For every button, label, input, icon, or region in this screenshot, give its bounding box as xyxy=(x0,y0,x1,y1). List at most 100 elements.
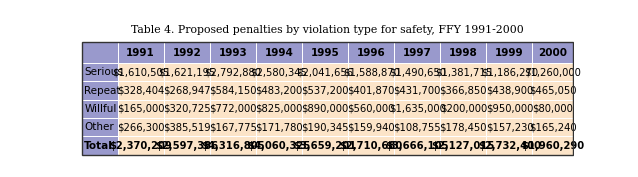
Text: $200,000: $200,000 xyxy=(440,104,487,114)
Bar xyxy=(533,100,573,118)
Text: $465,050: $465,050 xyxy=(529,86,576,96)
Bar xyxy=(163,63,210,81)
Text: Willful: Willful xyxy=(84,104,117,114)
Text: $950,000: $950,000 xyxy=(486,104,533,114)
Text: $560,000: $560,000 xyxy=(348,104,395,114)
Text: 1993: 1993 xyxy=(218,48,247,58)
Text: $2,710,680: $2,710,680 xyxy=(339,141,403,151)
Bar xyxy=(163,100,210,118)
Text: $178,450: $178,450 xyxy=(440,122,487,132)
Text: 1998: 1998 xyxy=(449,48,478,58)
Bar xyxy=(486,63,533,81)
Bar xyxy=(210,81,256,100)
Bar xyxy=(117,42,163,63)
Text: $328,404: $328,404 xyxy=(117,86,164,96)
Bar xyxy=(82,136,117,155)
Bar xyxy=(163,81,210,100)
Text: $1,186,270: $1,186,270 xyxy=(481,67,538,77)
Text: $2,580,345: $2,580,345 xyxy=(251,67,308,77)
Bar xyxy=(302,100,348,118)
Text: $165,000: $165,000 xyxy=(117,104,165,114)
Text: $1,381,715: $1,381,715 xyxy=(434,67,492,77)
Bar xyxy=(82,100,117,118)
Bar xyxy=(256,42,302,63)
Bar xyxy=(486,81,533,100)
Text: $1,960,290: $1,960,290 xyxy=(521,141,584,151)
Bar xyxy=(256,136,302,155)
Bar xyxy=(302,118,348,136)
Bar xyxy=(394,42,440,63)
Text: $268,947: $268,947 xyxy=(163,86,211,96)
Bar xyxy=(533,81,573,100)
Text: Serious: Serious xyxy=(84,67,123,77)
Bar xyxy=(302,81,348,100)
Bar xyxy=(440,63,486,81)
Bar xyxy=(440,100,486,118)
Bar xyxy=(117,136,163,155)
Bar xyxy=(256,81,302,100)
Bar xyxy=(210,42,256,63)
Text: $190,345: $190,345 xyxy=(301,122,349,132)
Text: 1991: 1991 xyxy=(126,48,155,58)
Bar xyxy=(486,136,533,155)
Text: Other: Other xyxy=(84,122,114,132)
Bar xyxy=(117,100,163,118)
Text: 1996: 1996 xyxy=(357,48,385,58)
Text: $157,230: $157,230 xyxy=(486,122,533,132)
Text: $584,150: $584,150 xyxy=(209,86,256,96)
Bar xyxy=(117,118,163,136)
Text: $4,060,325: $4,060,325 xyxy=(248,141,311,151)
Bar xyxy=(117,63,163,81)
Text: 2000: 2000 xyxy=(538,48,567,58)
Text: $80,000: $80,000 xyxy=(532,104,573,114)
Text: $266,300: $266,300 xyxy=(117,122,165,132)
Bar xyxy=(82,118,117,136)
Text: $1,588,870: $1,588,870 xyxy=(343,67,399,77)
Text: $483,200: $483,200 xyxy=(255,86,302,96)
Bar xyxy=(394,81,440,100)
Text: $1,610,505: $1,610,505 xyxy=(112,67,169,77)
Bar xyxy=(394,136,440,155)
Bar xyxy=(163,136,210,155)
Text: $3,659,201: $3,659,201 xyxy=(293,141,357,151)
Bar xyxy=(82,42,117,63)
Text: $1,621,195: $1,621,195 xyxy=(158,67,216,77)
Bar xyxy=(210,118,256,136)
Bar xyxy=(302,63,348,81)
Bar xyxy=(302,136,348,155)
Text: $401,870: $401,870 xyxy=(348,86,395,96)
Text: 1999: 1999 xyxy=(495,48,524,58)
Text: $438,900: $438,900 xyxy=(486,86,533,96)
Text: $2,792,880: $2,792,880 xyxy=(204,67,262,77)
Text: $320,725: $320,725 xyxy=(163,104,211,114)
Text: 1994: 1994 xyxy=(265,48,293,58)
Text: Total: Total xyxy=(84,141,113,151)
Bar xyxy=(394,100,440,118)
Bar xyxy=(302,42,348,63)
Bar xyxy=(440,81,486,100)
Text: 1997: 1997 xyxy=(403,48,432,58)
Bar xyxy=(486,42,533,63)
Bar xyxy=(256,63,302,81)
Text: $385,519: $385,519 xyxy=(163,122,211,132)
Bar xyxy=(348,81,394,100)
Bar xyxy=(348,118,394,136)
Bar xyxy=(440,136,486,155)
Bar xyxy=(256,100,302,118)
Bar xyxy=(533,63,573,81)
Bar xyxy=(256,118,302,136)
Text: $167,775: $167,775 xyxy=(209,122,256,132)
Text: $2,732,400: $2,732,400 xyxy=(478,141,541,151)
Text: $159,940: $159,940 xyxy=(347,122,395,132)
Bar xyxy=(163,42,210,63)
Text: 1992: 1992 xyxy=(172,48,201,58)
Bar xyxy=(117,81,163,100)
Text: Repeat: Repeat xyxy=(84,86,121,96)
Text: $366,850: $366,850 xyxy=(440,86,487,96)
Text: $1,260,000: $1,260,000 xyxy=(524,67,581,77)
Bar xyxy=(210,136,256,155)
Text: $537,200: $537,200 xyxy=(301,86,349,96)
Text: $4,316,805: $4,316,805 xyxy=(201,141,265,151)
Bar xyxy=(486,100,533,118)
Bar xyxy=(210,63,256,81)
